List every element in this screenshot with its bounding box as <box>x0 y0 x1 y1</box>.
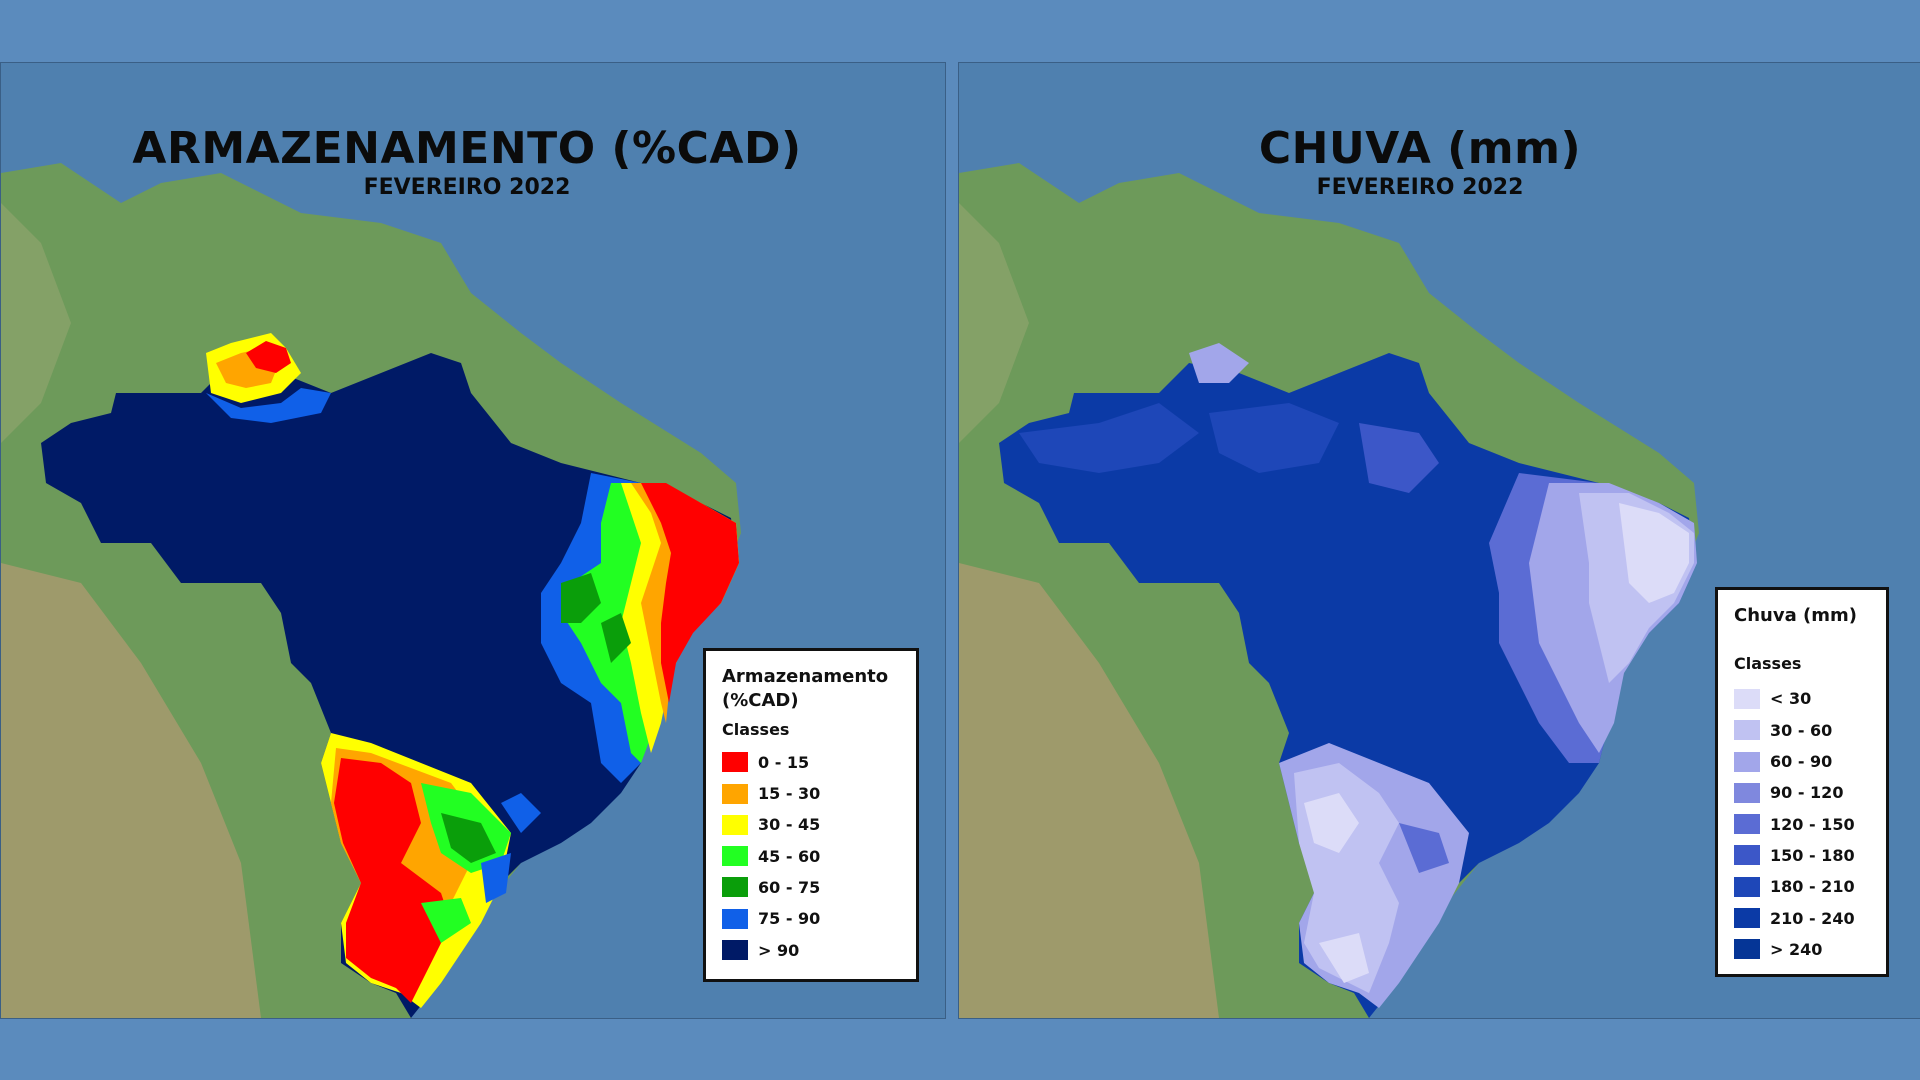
legend-row: 30 - 60 <box>1734 715 1876 746</box>
legend-label: 210 - 240 <box>1770 908 1855 928</box>
legend-swatch <box>722 752 748 773</box>
legend-row: 60 - 75 <box>722 872 904 903</box>
legend-swatch <box>1734 720 1760 741</box>
legend-swatch <box>1734 782 1760 803</box>
rain-legend: Chuva (mm) Classes < 30 30 - 60 60 - 90 90 … <box>1715 587 1889 977</box>
legend-row: 75 - 90 <box>722 903 904 934</box>
legend-swatch <box>1734 751 1760 772</box>
legend-classes-label: Classes <box>1734 654 1802 674</box>
map-subtitle: FEVEREIRO 2022 <box>363 175 571 200</box>
legend-label: < 30 <box>1770 689 1812 709</box>
legend-swatch <box>722 908 748 929</box>
storage-map-panel: ARMAZENAMENTO (%CAD) FEVEREIRO 2022 Arma… <box>0 62 946 1019</box>
rain-map-panel: CHUVA (mm) FEVEREIRO 2022 Chuva (mm) Cla… <box>958 62 1920 1019</box>
legend-swatch <box>722 846 748 867</box>
legend-label: 120 - 150 <box>1770 814 1855 834</box>
legend-swatch <box>1734 814 1760 835</box>
map-title: CHUVA (mm) <box>1258 123 1582 174</box>
legend-row: 120 - 150 <box>1734 808 1876 839</box>
map-title-block: ARMAZENAMENTO (%CAD) FEVEREIRO 2022 <box>1 123 939 200</box>
legend-items: 0 - 15 15 - 30 30 - 45 45 - 60 60 - 75 75 - 9… <box>722 747 904 966</box>
legend-label: > 240 <box>1770 939 1823 959</box>
legend-swatch <box>1734 908 1760 929</box>
legend-swatch <box>722 940 748 961</box>
legend-swatch <box>1734 939 1760 960</box>
storage-map <box>1 63 945 1018</box>
legend-label: 75 - 90 <box>758 909 821 929</box>
legend-swatch <box>722 877 748 898</box>
legend-label: 0 - 15 <box>758 752 810 772</box>
legend-swatch <box>722 783 748 804</box>
legend-title-line2: (%CAD) <box>722 690 799 712</box>
legend-label: 15 - 30 <box>758 784 821 804</box>
legend-label: 150 - 180 <box>1770 845 1855 865</box>
legend-classes-label: Classes <box>722 719 790 739</box>
legend-label: 45 - 60 <box>758 846 821 866</box>
legend-row: 30 - 45 <box>722 809 904 840</box>
legend-row: 210 - 240 <box>1734 902 1876 933</box>
legend-row: 90 - 120 <box>1734 777 1876 808</box>
map-title: ARMAZENAMENTO (%CAD) <box>132 123 802 174</box>
legend-label: 30 - 60 <box>1770 720 1833 740</box>
legend-row: 45 - 60 <box>722 840 904 871</box>
legend-row: 150 - 180 <box>1734 840 1876 871</box>
legend-label: 60 - 90 <box>1770 752 1833 772</box>
legend-items: < 30 30 - 60 60 - 90 90 - 120 120 - 150 150 -… <box>1734 683 1876 965</box>
legend-row: 60 - 90 <box>1734 746 1876 777</box>
legend-label: > 90 <box>758 940 800 960</box>
brazil-shape <box>41 353 736 1018</box>
legend-row: 0 - 15 <box>722 747 904 778</box>
map-subtitle: FEVEREIRO 2022 <box>1316 175 1524 200</box>
map-title-block: CHUVA (mm) FEVEREIRO 2022 <box>959 123 1901 200</box>
legend-swatch <box>1734 876 1760 897</box>
legend-title-line1: Armazenamento <box>722 666 889 687</box>
legend-label: 180 - 210 <box>1770 877 1855 897</box>
legend-label: 30 - 45 <box>758 815 821 835</box>
legend-label: 60 - 75 <box>758 877 821 897</box>
legend-swatch <box>1734 845 1760 866</box>
legend-title-line1: Chuva (mm) <box>1734 605 1857 626</box>
storage-legend: Armazenamento (%CAD) Classes 0 - 15 15 - … <box>703 648 919 982</box>
legend-row: < 30 <box>1734 683 1876 714</box>
legend-row: > 240 <box>1734 934 1876 965</box>
legend-swatch <box>722 814 748 835</box>
legend-swatch <box>1734 688 1760 709</box>
legend-label: 90 - 120 <box>1770 783 1844 803</box>
legend-row: 15 - 30 <box>722 778 904 809</box>
legend-row: > 90 <box>722 934 904 965</box>
legend-row: 180 - 210 <box>1734 871 1876 902</box>
